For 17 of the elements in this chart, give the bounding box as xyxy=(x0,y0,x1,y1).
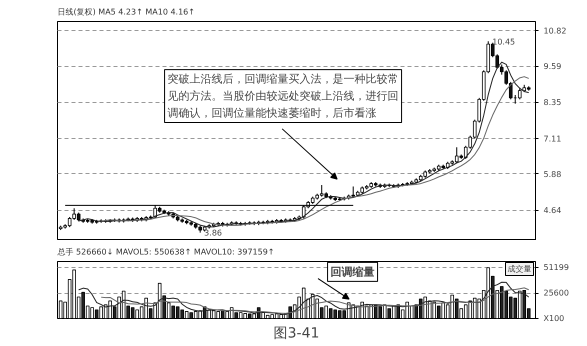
y-tick-label: 51199 xyxy=(544,263,569,272)
y-tick-label: 8.35 xyxy=(544,98,562,108)
y-tick-label: 25600 xyxy=(544,288,569,298)
y-tick-label: 4.64 xyxy=(544,206,562,216)
caption: 图3-41 xyxy=(274,326,320,342)
annotation: 3.86 xyxy=(204,228,222,238)
annotation: 成交量 xyxy=(508,264,532,274)
y-tick-label: 10.82 xyxy=(544,26,566,36)
annotation: 突破上沿线后，回调缩量买入法，是一种比较常见的方法。当股价由较远处突破上沿线，进行回调确认，回调位量能快速萎缩时，后市看涨 xyxy=(168,72,399,120)
y-tick-label: 7.11 xyxy=(544,134,562,144)
annotation: 回调缩量 xyxy=(330,265,375,278)
chart-subtitle: 总手 526660↓ MAVOL5: 550638↑ MAVOL10: 397159↑ xyxy=(56,248,274,256)
y-tick-label: 5.88 xyxy=(544,170,562,179)
chart-subtitle: 日线(复权) MA5 4.23↑ MA10 4.16↑ xyxy=(58,8,195,16)
annotation: 10.45 xyxy=(492,37,516,46)
y-tick-label: X100 xyxy=(544,314,564,323)
y-tick-label: 9.59 xyxy=(544,62,562,72)
